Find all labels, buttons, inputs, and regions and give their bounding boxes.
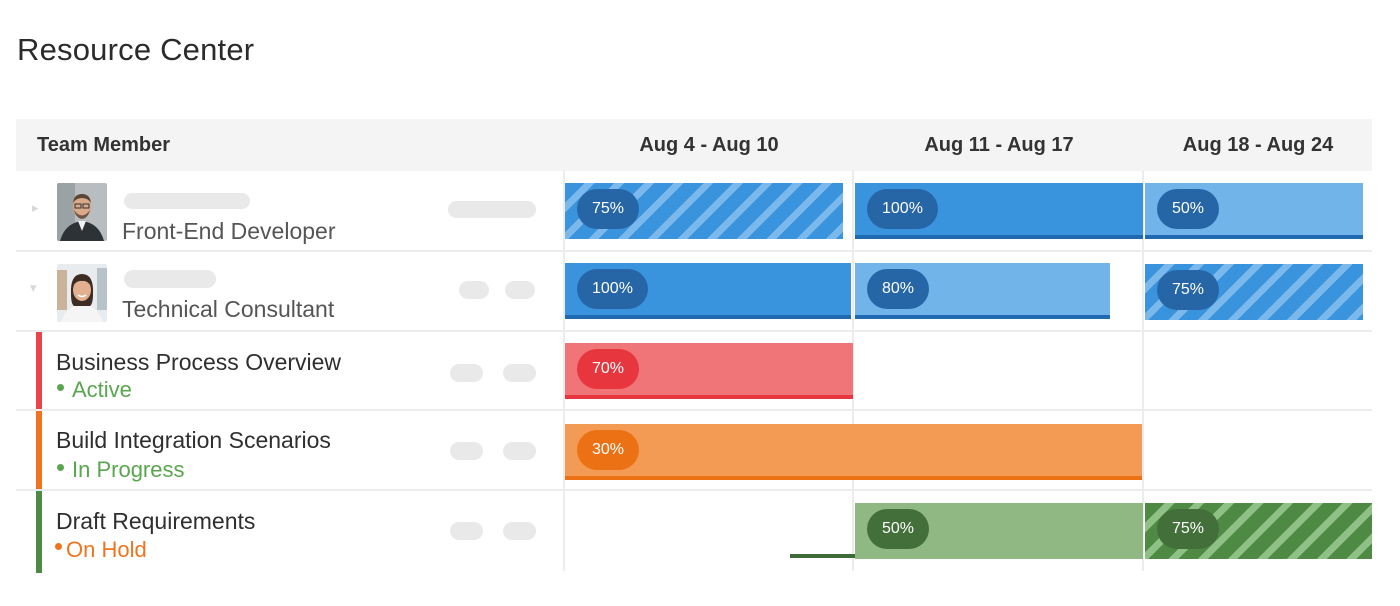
avatar bbox=[57, 264, 107, 322]
bar-underline bbox=[565, 315, 851, 319]
hours-placeholder bbox=[503, 364, 536, 382]
grid-divider bbox=[563, 171, 565, 571]
hours-placeholder bbox=[448, 201, 536, 218]
schedule-header: Team Member Aug 4 - Aug 10 Aug 11 - Aug … bbox=[16, 119, 1372, 171]
task-status: Active bbox=[72, 377, 132, 402]
status-dot-icon bbox=[57, 384, 64, 391]
task-status: In Progress bbox=[72, 457, 185, 482]
task-progress-badge: 75% bbox=[1157, 509, 1220, 549]
team-member-column-header: Team Member bbox=[37, 134, 171, 156]
week-column-header: Aug 18 - Aug 24 bbox=[1182, 134, 1334, 156]
bar-underline bbox=[855, 315, 1110, 319]
member-role: Technical Consultant bbox=[122, 296, 335, 322]
allocation-bar[interactable]: 75% bbox=[1145, 264, 1363, 320]
page-title: Resource Center bbox=[17, 32, 255, 67]
task-accent-bar bbox=[36, 411, 42, 489]
week-column-header: Aug 4 - Aug 10 bbox=[639, 134, 779, 156]
allocation-bar[interactable]: 80% bbox=[855, 263, 1110, 319]
name-placeholder bbox=[124, 193, 250, 209]
task-bar[interactable]: 30% bbox=[565, 424, 1142, 480]
allocation-badge: 100% bbox=[577, 269, 648, 309]
task-name: Business Process Overview bbox=[56, 349, 342, 375]
week-column-header: Aug 11 - Aug 17 bbox=[924, 134, 1074, 156]
task-name: Build Integration Scenarios bbox=[56, 427, 331, 453]
hours-placeholder bbox=[503, 442, 536, 460]
task-progress-badge: 50% bbox=[867, 509, 930, 549]
status-dot-icon bbox=[57, 464, 64, 471]
hours-placeholder bbox=[505, 281, 535, 299]
grid-divider bbox=[1142, 171, 1144, 571]
collapse-caret-icon[interactable]: ▾ bbox=[30, 280, 37, 295]
hours-placeholder bbox=[459, 281, 489, 299]
allocation-bar[interactable]: 100% bbox=[565, 263, 851, 319]
allocation-bar[interactable]: 75% bbox=[565, 183, 843, 239]
allocation-badge: 75% bbox=[577, 189, 640, 229]
member-role: Front-End Developer bbox=[122, 218, 336, 244]
task-accent-bar bbox=[36, 332, 42, 409]
task-bar[interactable]: 70% bbox=[565, 343, 853, 399]
row-divider bbox=[16, 250, 1372, 252]
allocation-badge: 50% bbox=[1157, 189, 1220, 229]
avatar bbox=[57, 183, 107, 241]
row-divider bbox=[16, 489, 1372, 491]
hours-placeholder bbox=[450, 522, 483, 540]
name-placeholder bbox=[124, 270, 216, 288]
bar-underline bbox=[565, 395, 853, 399]
hours-placeholder bbox=[450, 442, 483, 460]
task-bar[interactable]: 75% bbox=[1145, 503, 1372, 559]
allocation-bar[interactable]: 50% bbox=[1145, 183, 1363, 239]
row-divider bbox=[16, 330, 1372, 332]
allocation-badge: 75% bbox=[1157, 270, 1220, 310]
bar-underline bbox=[565, 476, 1142, 480]
bar-underline bbox=[1145, 235, 1363, 239]
allocation-badge: 100% bbox=[867, 189, 938, 229]
task-accent-bar bbox=[36, 491, 42, 573]
row-divider bbox=[16, 409, 1372, 411]
hours-placeholder bbox=[503, 522, 536, 540]
task-progress-badge: 30% bbox=[577, 430, 640, 470]
status-dot-icon bbox=[55, 543, 62, 550]
task-progress-badge: 70% bbox=[577, 349, 640, 389]
task-bar[interactable]: 50% bbox=[855, 503, 1143, 559]
bar-underline bbox=[855, 235, 1143, 239]
allocation-bar[interactable]: 100% bbox=[855, 183, 1143, 239]
grid-divider bbox=[852, 171, 854, 571]
expand-caret-icon[interactable]: ▸ bbox=[32, 200, 39, 215]
allocation-badge: 80% bbox=[867, 269, 930, 309]
task-status: On Hold bbox=[66, 537, 147, 562]
hours-placeholder bbox=[450, 364, 483, 382]
task-name: Draft Requirements bbox=[56, 508, 256, 534]
